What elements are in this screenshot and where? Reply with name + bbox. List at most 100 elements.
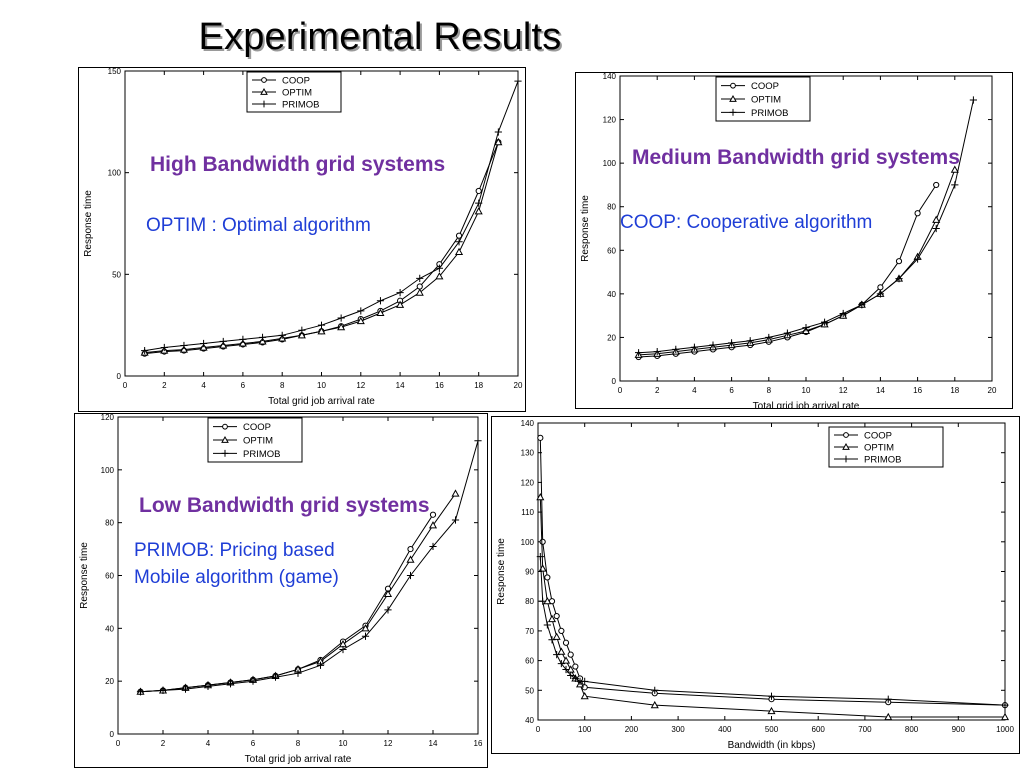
y-tick-label: 60 — [105, 572, 114, 581]
legend-marker-primob — [221, 449, 229, 457]
y-tick-label: 100 — [101, 466, 115, 475]
coop-definition: COOP: Cooperative algorithm — [620, 212, 873, 233]
data-point-primob — [672, 345, 680, 354]
data-point-coop — [562, 639, 570, 646]
data-point-primob — [474, 437, 482, 445]
data-point-optim — [536, 493, 545, 501]
data-point-primob — [494, 128, 502, 136]
x-tick-label: 14 — [429, 739, 438, 748]
x-tick-label: 500 — [765, 725, 779, 734]
data-point-primob — [376, 297, 385, 305]
y-tick-label: 140 — [603, 73, 617, 81]
data-point-optim — [383, 589, 393, 598]
y-tick-label: 120 — [521, 478, 535, 487]
data-point-coop — [895, 258, 903, 265]
legend-label-coop: COOP — [243, 422, 271, 433]
low-bandwidth-title: Low Bandwidth grid systems — [139, 494, 430, 517]
data-point-primob — [416, 274, 424, 282]
data-point-primob — [581, 677, 589, 685]
data-point-primob — [709, 341, 717, 349]
data-point-primob — [969, 96, 977, 104]
data-point-primob — [567, 671, 575, 680]
x-tick-label: 2 — [655, 386, 660, 395]
x-tick-label: 0 — [536, 725, 541, 734]
data-point-coop — [553, 612, 560, 620]
data-point-optim — [356, 316, 365, 325]
x-tick-label: 100 — [578, 725, 592, 734]
data-point-primob — [180, 341, 188, 350]
data-point-primob — [690, 343, 698, 351]
x-tick-label: 6 — [251, 739, 256, 748]
data-point-primob — [317, 321, 326, 329]
x-tick-label: 20 — [514, 381, 523, 390]
data-point-primob — [271, 673, 280, 681]
data-point-primob — [226, 680, 235, 688]
y-tick-label: 110 — [521, 508, 534, 517]
x-axis-label: Bandwidth (in kbps) — [728, 740, 816, 751]
y-tick-label: 40 — [525, 716, 534, 725]
series-optim — [536, 493, 1010, 721]
y-tick-label: 60 — [525, 657, 534, 666]
data-point-coop — [567, 651, 574, 658]
legend-label-primob: PRIMOB — [282, 100, 319, 111]
y-tick-label: 50 — [112, 270, 121, 279]
x-tick-label: 300 — [671, 725, 685, 734]
y-tick-label: 130 — [521, 449, 535, 458]
data-point-primob — [475, 199, 483, 207]
x-tick-label: 18 — [950, 386, 959, 395]
legend-marker-coop — [261, 77, 267, 83]
data-point-primob — [316, 661, 325, 669]
primob-definition-line1: PRIMOB: Pricing based — [134, 540, 335, 561]
legend-label-coop: COOP — [282, 76, 310, 87]
legend-marker-optim — [729, 94, 737, 102]
chart-legend: COOP OPTIM PRIMOB — [207, 417, 303, 463]
data-point-primob — [839, 309, 847, 318]
data-point-primob — [539, 597, 547, 605]
series-optim — [140, 137, 503, 356]
data-point-primob — [159, 686, 167, 695]
x-tick-label: 18 — [474, 381, 483, 390]
y-tick-label: 20 — [105, 677, 114, 686]
x-tick-label: 14 — [876, 386, 885, 395]
x-tick-label: 10 — [339, 739, 348, 748]
data-point-primob — [514, 77, 522, 85]
legend-label-coop: COOP — [751, 81, 779, 92]
data-point-primob — [136, 688, 145, 696]
y-axis-label: Response time — [496, 538, 507, 605]
legend-marker-optim — [842, 442, 850, 450]
data-point-primob — [200, 339, 208, 348]
legend-label-primob: PRIMOB — [243, 449, 280, 460]
y-tick-label: 80 — [525, 597, 534, 606]
legend-label-optim: OPTIM — [243, 436, 273, 447]
y-tick-label: 80 — [607, 203, 616, 212]
y-tick-label: 0 — [612, 377, 617, 386]
x-axis-label: Total grid job arrival rate — [753, 401, 860, 408]
data-point-optim — [396, 300, 405, 308]
x-tick-label: 8 — [296, 739, 301, 748]
data-point-optim — [435, 272, 444, 280]
y-tick-label: 0 — [110, 730, 115, 739]
slide-title: Experimental Results — [198, 16, 562, 58]
x-tick-label: 4 — [692, 386, 697, 395]
legend-marker-primob — [260, 100, 268, 108]
data-point-primob — [653, 347, 661, 356]
x-tick-label: 12 — [356, 381, 365, 390]
x-tick-label: 12 — [839, 386, 848, 395]
data-point-primob — [767, 692, 776, 700]
legend-label-optim: OPTIM — [751, 95, 781, 106]
data-point-coop — [572, 663, 579, 670]
legend-label-coop: COOP — [864, 431, 892, 442]
y-tick-label: 40 — [105, 624, 114, 633]
data-point-primob — [651, 686, 659, 694]
data-point-primob — [536, 553, 544, 561]
x-tick-label: 0 — [618, 386, 623, 395]
data-point-optim — [950, 165, 959, 173]
data-point-primob — [548, 636, 556, 644]
data-point-primob — [543, 621, 551, 629]
data-point-primob — [337, 314, 345, 322]
data-point-primob — [160, 343, 168, 352]
x-tick-label: 6 — [241, 381, 246, 390]
data-point-optim — [1000, 712, 1010, 721]
